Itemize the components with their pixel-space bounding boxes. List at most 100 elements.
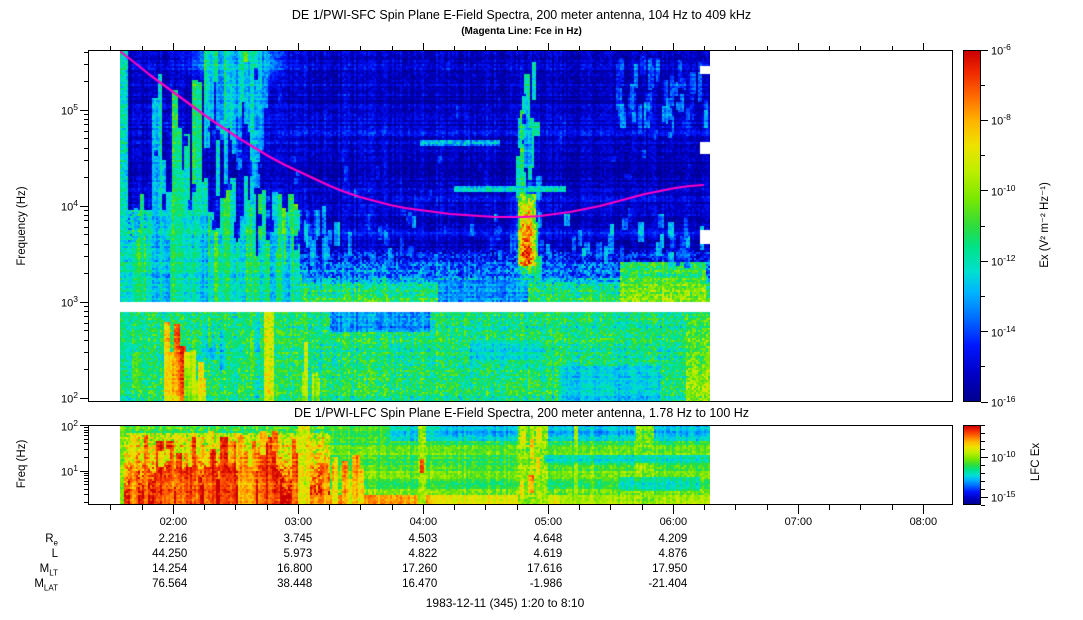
sfc-top-major-tick [672, 43, 674, 50]
ephemeris-value: -1.986 [529, 578, 563, 590]
lfc-y-minor-tick [84, 438, 88, 440]
ephemeris-row-label: Re [45, 533, 58, 548]
sfc-colorbar-tick [981, 225, 985, 227]
sfc-top-minor-tick [454, 46, 456, 50]
sfc-y-major-tick [80, 205, 88, 207]
ephemeris-value: 5.973 [283, 548, 313, 560]
time-minor-tick [266, 505, 268, 510]
sfc-y-minor-tick [84, 272, 88, 274]
lfc-title: DE 1/PWI-LFC Spin Plane E-Field Spectra,… [293, 406, 750, 420]
sfc-y-minor-tick [84, 147, 88, 149]
lfc-y-minor-tick [84, 456, 88, 458]
sfc-top-major-tick [172, 43, 174, 50]
sfc-colorbar-tick [981, 155, 985, 157]
sfc-top-minor-tick [766, 46, 768, 50]
sfc-top-minor-tick [891, 46, 893, 50]
sfc-y-minor-tick [84, 310, 88, 312]
time-minor-tick [516, 505, 518, 510]
ephemeris-value: 17.950 [652, 563, 688, 575]
sfc-top-minor-tick [516, 46, 518, 50]
sfc-y-tick-label: 104 [61, 198, 78, 214]
sfc-colorbar-tick [981, 49, 988, 51]
lfc-y-minor-tick [84, 477, 88, 479]
sfc-top-major-tick [422, 43, 424, 50]
sfc-top-minor-tick [610, 46, 612, 50]
sfc-title: DE 1/PWI-SFC Spin Plane E-Field Spectra,… [291, 8, 752, 22]
time-minor-tick [829, 505, 831, 510]
sfc-top-minor-tick [110, 46, 112, 50]
sfc-top-minor-tick [141, 46, 143, 50]
lfc-y-tick-label: 102 [61, 417, 78, 434]
time-minor-tick [454, 505, 456, 510]
sfc-y-tick-label: 103 [61, 294, 78, 310]
lfc-y-minor-tick [84, 474, 88, 476]
lfc-spectrogram [120, 425, 710, 505]
sfc-colorbar-label: Ex (V² m⁻² Hz⁻¹) [1039, 182, 1051, 268]
sfc-y-minor-tick [84, 118, 88, 120]
sfc-y-axis-label: Frequency (Hz) [16, 186, 28, 266]
sfc-y-major-tick [80, 109, 88, 111]
lfc-colorbar-tick [981, 496, 988, 498]
lfc-y-minor-tick [84, 443, 88, 445]
time-minor-tick [704, 505, 706, 510]
ephemeris-value: 16.800 [277, 563, 313, 575]
lfc-colorbar-tick [981, 440, 985, 442]
ephemeris-value: 4.876 [658, 548, 688, 560]
sfc-top-major-tick [297, 43, 299, 50]
time-minor-tick [610, 505, 612, 510]
ephemeris-value: -21.404 [648, 578, 688, 590]
time-major-tick [422, 505, 424, 514]
time-minor-tick [766, 505, 768, 510]
footer-date-range: 1983-12-11 (345) 1:20 to 8:10 [425, 596, 585, 610]
lfc-y-minor-tick [84, 480, 88, 482]
lfc-colorbar-tick [981, 480, 985, 482]
time-minor-tick [485, 505, 487, 510]
sfc-y-tick-label: 102 [61, 390, 78, 406]
time-minor-tick [641, 505, 643, 510]
sfc-top-minor-tick [329, 46, 331, 50]
sfc-colorbar-tick-label: 10-8 [991, 112, 1011, 129]
lfc-colorbar [963, 425, 981, 505]
sfc-y-major-tick [80, 397, 88, 399]
ephemeris-value: 17.616 [527, 563, 563, 575]
time-tick-label: 06:00 [659, 516, 688, 528]
lfc-y-minor-tick [84, 494, 88, 496]
time-minor-tick [735, 505, 737, 510]
time-major-tick [172, 505, 174, 514]
sfc-panel-frame [88, 50, 953, 402]
sfc-y-minor-tick [84, 176, 88, 178]
time-minor-tick [235, 505, 237, 510]
sfc-y-tick-label: 105 [61, 102, 78, 118]
lfc-y-minor-tick [84, 432, 88, 434]
sfc-y-minor-tick [84, 330, 88, 332]
time-major-tick [797, 505, 799, 514]
time-minor-tick [391, 505, 393, 510]
ephemeris-row-label: MLAT [34, 578, 58, 593]
time-minor-tick [360, 505, 362, 510]
sfc-top-minor-tick [360, 46, 362, 50]
lfc-y-major-tick [80, 425, 88, 427]
sfc-colorbar-tick [981, 190, 988, 192]
lfc-colorbar-tick [981, 472, 985, 474]
time-tick-label: 05:00 [534, 516, 563, 528]
time-minor-tick [579, 505, 581, 510]
sfc-y-minor-tick [84, 138, 88, 140]
lfc-colorbar-tick [981, 488, 985, 490]
lfc-colorbar-label: LFC Ex [1030, 442, 1042, 482]
time-tick-label: 08:00 [909, 516, 938, 528]
lfc-y-minor-tick [84, 448, 88, 450]
ephemeris-value: 3.745 [283, 533, 313, 545]
sfc-colorbar-tick-label: 10-12 [991, 253, 1016, 269]
sfc-y-minor-tick [84, 234, 88, 236]
ephemeris-value: 4.503 [408, 533, 438, 545]
sfc-top-minor-tick [266, 46, 268, 50]
sfc-top-minor-tick [641, 46, 643, 50]
lfc-y-minor-tick [84, 502, 88, 504]
sfc-top-major-tick [797, 43, 799, 50]
sfc-y-minor-tick [84, 351, 88, 353]
lfc-panel-frame [88, 425, 953, 505]
lfc-y-tick-label: 101 [61, 463, 78, 479]
sfc-colorbar-tick-label: 10-16 [991, 394, 1016, 410]
ephemeris-value: 44.250 [152, 548, 188, 560]
sfc-y-minor-tick [84, 80, 88, 82]
